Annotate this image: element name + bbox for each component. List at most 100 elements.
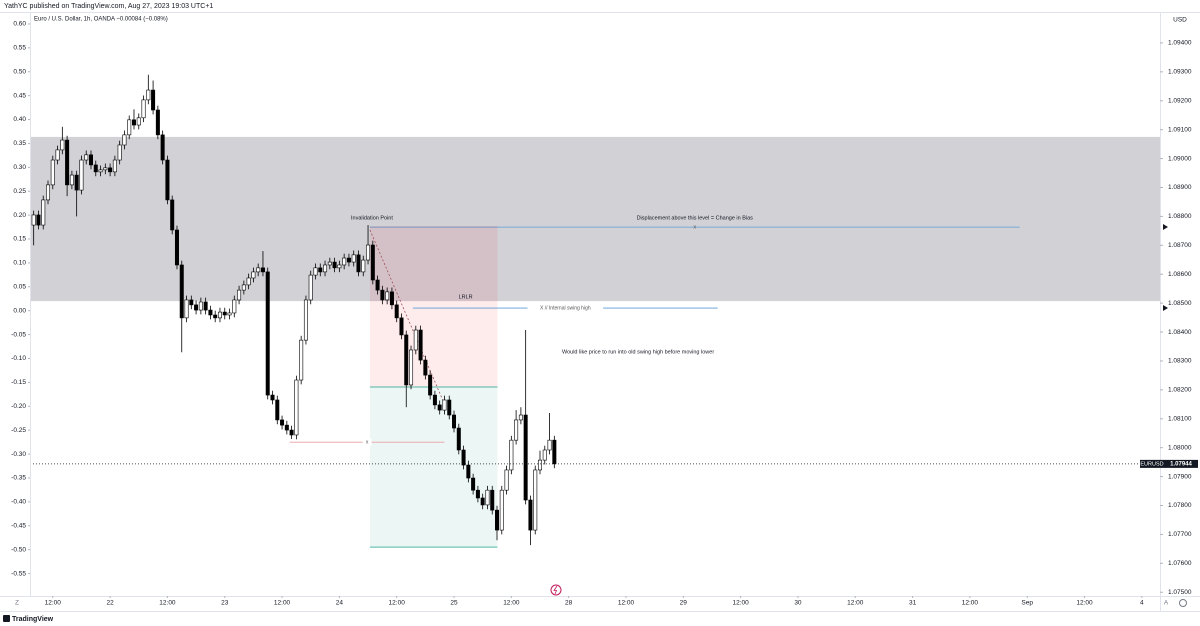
event-icon[interactable] (550, 584, 562, 596)
candle-body (423, 359, 428, 376)
y2-tick-label: -0.10 (11, 355, 26, 362)
y-tick-label: 1.08600 (1168, 271, 1192, 278)
candle-body (84, 154, 89, 161)
candle-body (437, 404, 442, 411)
zone (30, 136, 1160, 302)
candle-body (432, 394, 437, 406)
y2-tick-label: 0.15 (13, 236, 26, 243)
x-tick-label: Sep (1021, 600, 1033, 607)
axis-arrow (1163, 224, 1168, 230)
candle-body (447, 399, 452, 416)
axis-arrow (1163, 305, 1168, 311)
stop-label: Invalidation Point (351, 216, 393, 222)
candle-body (289, 429, 294, 436)
candle-body (155, 109, 160, 136)
y-tick-label: 1.07900 (1168, 473, 1192, 480)
candle-body (485, 489, 490, 506)
candle-body (41, 199, 46, 226)
y-tick-label: 1.07600 (1168, 560, 1192, 567)
candle-body (251, 271, 256, 279)
candle-body (151, 89, 156, 111)
y2-tick-label: 0.25 (13, 188, 26, 195)
candle-body (127, 119, 132, 136)
candle-body (533, 469, 538, 531)
candle-body (232, 299, 237, 314)
plot-area (30, 74, 1160, 548)
y2-tick-label: -0.40 (11, 499, 26, 506)
x-tick-label: 22 (106, 600, 114, 607)
settings-icon[interactable] (1179, 599, 1187, 607)
y2-tick-label: 0.50 (13, 68, 26, 75)
candle-body (60, 139, 65, 151)
candle-body (50, 159, 55, 186)
candle-body (222, 311, 227, 316)
candle-body (475, 489, 480, 499)
candle-body (323, 264, 328, 273)
y2-tick-label: -0.25 (11, 427, 26, 434)
candle-body (461, 449, 466, 466)
candle-body (65, 139, 70, 186)
published-by: YathYC published on TradingView.com, Aug… (4, 3, 213, 10)
y-tick-label: 1.09100 (1168, 126, 1192, 133)
candle-body (227, 312, 232, 316)
candle-body (284, 424, 289, 431)
scale-mode[interactable]: A (1164, 600, 1169, 607)
candle-body (442, 399, 447, 411)
candle-body (356, 254, 361, 273)
y-tick-label: 1.08300 (1168, 358, 1192, 365)
annotation-tag-bg (527, 304, 604, 312)
candle-body (46, 184, 51, 201)
candle-body (523, 414, 528, 501)
annotation-label: Displacement above this level = Change i… (637, 216, 754, 222)
candle-body (165, 159, 170, 201)
candle-body (36, 214, 41, 226)
y2-tick-label: -0.55 (11, 570, 26, 577)
candle-body (217, 311, 222, 319)
x-tick-label: 29 (680, 600, 688, 607)
y2-tick-label: 0.05 (13, 284, 26, 291)
candle-body (490, 489, 495, 511)
candle-body (537, 459, 542, 471)
x-tick-label: 25 (450, 600, 458, 607)
candle-body (308, 274, 313, 301)
candle-body (409, 349, 414, 386)
candle-body (194, 304, 199, 311)
y-tick-label: 1.08500 (1168, 300, 1192, 307)
candle-body (327, 261, 332, 266)
stop-area (369, 227, 498, 387)
x-tick-label: 12:00 (45, 600, 62, 607)
y-tick-label: 1.08100 (1168, 415, 1192, 422)
candle-body (499, 489, 504, 531)
candle-body (93, 164, 98, 173)
x-tick-label: 12:00 (1076, 600, 1093, 607)
x-tick-label: 30 (794, 600, 802, 607)
candle-body (55, 149, 60, 161)
y2-tick-label: -0.05 (11, 331, 26, 338)
candle-body (98, 169, 103, 173)
y-tick-label: 1.09400 (1168, 40, 1192, 47)
x-tick-label: 31 (909, 600, 917, 607)
candle-body (404, 334, 409, 386)
candle-body (313, 267, 318, 276)
symbol-tag-bg (1140, 459, 1164, 468)
x-tick-label: 12:00 (732, 600, 749, 607)
scale-mode[interactable]: Z (15, 600, 19, 607)
candle-body (108, 167, 113, 173)
candle-body (303, 299, 308, 341)
candle-body (170, 199, 175, 231)
candle-body (337, 264, 342, 269)
y-tick-label: 1.08200 (1168, 387, 1192, 394)
x-tick-label: 12:00 (274, 600, 291, 607)
candle-body (256, 267, 261, 273)
candle-body (456, 427, 461, 451)
y2-tick-label: -0.45 (11, 522, 26, 529)
candle-body (413, 329, 418, 351)
candle-body (294, 379, 299, 436)
y2-tick-label: -0.20 (11, 403, 26, 410)
annotation-marker: x (693, 225, 696, 231)
y2-tick-label: 0.40 (13, 116, 26, 123)
candle-body (265, 271, 270, 396)
candle-body (466, 464, 471, 479)
y2-tick-label: 0.20 (13, 212, 26, 219)
